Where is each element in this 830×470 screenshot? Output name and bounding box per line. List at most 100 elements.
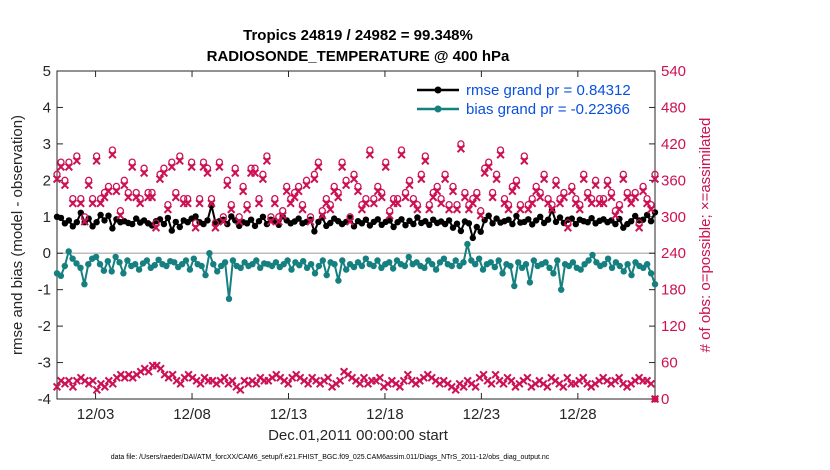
- obs-assimilated-upper-point: [444, 205, 454, 214]
- rmse-point: [588, 215, 595, 222]
- obs-assimilated-upper-point: [195, 199, 204, 208]
- obs-assimilated-upper-point: [381, 162, 390, 172]
- obs-assimilated-upper-point: [290, 193, 299, 202]
- rmse-point: [402, 222, 409, 229]
- obs-assimilated-upper-point: [84, 181, 93, 190]
- legend-rmse-marker: [434, 86, 442, 94]
- obs-possible-point: [552, 176, 560, 184]
- obs-possible-point: [61, 176, 69, 184]
- bias-point: [132, 261, 139, 268]
- obs-possible-point: [239, 182, 247, 191]
- obs-assimilated-upper-point: [88, 199, 97, 208]
- rmse-point: [109, 225, 116, 232]
- obs-possible-point: [386, 207, 394, 215]
- obs-assimilated-upper-point: [488, 193, 497, 202]
- obs-assimilated-upper-point: [80, 217, 89, 226]
- obs-assimilated-upper-point: [128, 162, 137, 172]
- obs-possible-point: [401, 188, 410, 197]
- obs-possible-point: [231, 164, 239, 172]
- obs-assimilated-point: [355, 379, 365, 388]
- bias-point: [171, 259, 178, 266]
- obs-assimilated-upper-point: [203, 168, 212, 178]
- obs-assimilated-upper-point: [124, 193, 133, 202]
- obs-assimilated-upper-point: [219, 217, 228, 226]
- obs-possible-point: [473, 188, 481, 197]
- obs-possible-point: [322, 194, 330, 203]
- bias-point: [116, 259, 123, 266]
- possible-series: [53, 140, 659, 227]
- y-right-tick-label: 120: [661, 318, 686, 335]
- obs-assimilated-upper-point: [646, 205, 656, 214]
- obs-possible-point: [532, 182, 540, 191]
- obs-possible-point: [603, 176, 612, 184]
- rmse-point: [129, 220, 136, 228]
- obs-assimilated-upper-point: [52, 175, 62, 184]
- rmse-point: [362, 216, 370, 223]
- obs-assimilated-upper-point: [385, 211, 394, 220]
- obs-assimilated-upper-point: [155, 175, 165, 184]
- rmse-point: [65, 217, 73, 224]
- obs-possible-point: [310, 170, 319, 178]
- bias-point: [163, 262, 170, 270]
- obs-assimilated-upper-point: [187, 162, 196, 172]
- obs-assimilated-point: [323, 373, 333, 382]
- x-tick-label: 12/18: [366, 406, 404, 423]
- footnote: data file: /Users/raeder/DAI/ATM_forcXX/…: [111, 454, 550, 461]
- bias-point: [343, 266, 350, 273]
- rmse-point: [228, 213, 235, 220]
- obs-assimilated-upper-point: [294, 187, 303, 196]
- rmse-point: [457, 227, 465, 235]
- obs-possible-point: [330, 182, 338, 191]
- bias-point: [350, 263, 358, 271]
- obs-assimilated-upper-point: [357, 205, 367, 214]
- obs-possible-point: [492, 170, 501, 178]
- obs-possible-point: [580, 170, 588, 178]
- bias-point: [214, 268, 221, 275]
- obs-assimilated-point: [579, 373, 588, 382]
- obs-assimilated-point: [100, 382, 109, 391]
- obs-possible-point: [449, 182, 457, 191]
- rmse-point: [263, 220, 271, 228]
- obs-possible-point: [354, 182, 362, 191]
- right-axis: 0 60 120 180 240 300 360 420 480 540: [649, 63, 686, 408]
- obs-assimilated-upper-point: [100, 193, 109, 202]
- obs-assimilated-upper-point: [231, 168, 240, 178]
- bias-point: [311, 270, 319, 277]
- rmse-point: [57, 214, 65, 222]
- bias-point: [401, 262, 409, 270]
- obs-assimilated-upper-series: [52, 144, 660, 232]
- bias-line: [56, 243, 656, 299]
- obs-assimilated-upper-point: [211, 223, 220, 232]
- obs-possible-point: [69, 194, 77, 203]
- obs-assimilated-upper-point: [298, 205, 307, 214]
- obs-possible-point: [488, 188, 497, 197]
- rmse-point: [477, 228, 484, 235]
- obs-assimilated-upper-point: [286, 199, 295, 208]
- obs-possible-point: [382, 158, 390, 166]
- bias-point: [182, 257, 190, 264]
- bias-point: [374, 257, 381, 264]
- obs-possible-point: [560, 188, 568, 197]
- obs-assimilated-upper-point: [239, 187, 248, 196]
- obs-possible-point: [152, 219, 160, 227]
- bias-point: [601, 261, 608, 268]
- obs-assimilated-upper-point: [555, 199, 565, 208]
- bias-point: [577, 266, 584, 273]
- bias-point: [284, 257, 291, 264]
- y-tick-label: 1: [43, 209, 51, 226]
- obs-assimilated-point: [228, 376, 237, 385]
- obs-possible-point: [512, 176, 521, 184]
- obs-assimilated-point: [507, 376, 516, 385]
- obs-possible-point: [81, 213, 89, 221]
- y-right-tick-label: 420: [661, 136, 686, 153]
- bias-point: [405, 253, 412, 261]
- obs-possible-point: [302, 176, 311, 184]
- obs-possible-point: [211, 219, 220, 227]
- bias-point: [530, 257, 537, 264]
- obs-possible-point: [619, 170, 627, 178]
- obs-possible-point: [350, 170, 358, 178]
- obs-possible-point: [199, 158, 208, 166]
- bias-point: [550, 270, 557, 277]
- obs-assimilated-upper-point: [132, 193, 141, 202]
- obs-possible-point: [124, 188, 132, 197]
